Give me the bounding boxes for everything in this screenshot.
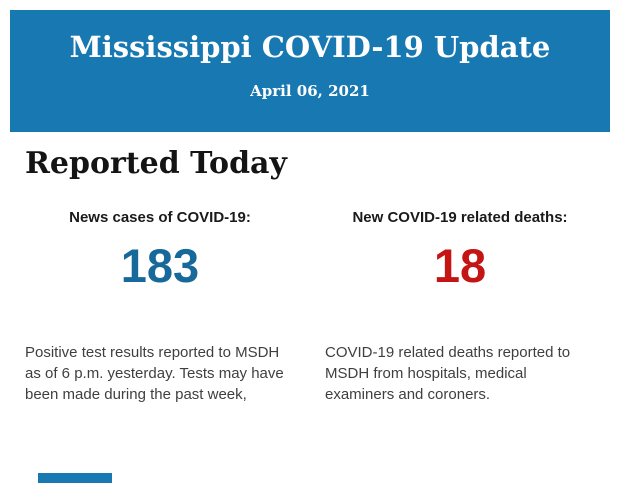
section-title: Reported Today [25,146,287,181]
new-cases-description: Positive test results reported to MSDH a… [25,344,284,403]
next-section-banner-cutoff [38,473,112,483]
new-cases-column: News cases of COVID-19: 183 Positive tes… [25,209,295,405]
new-cases-label: News cases of COVID-19: [69,209,251,226]
new-deaths-value: 18 [433,239,487,292]
new-deaths-column: New COVID-19 related deaths: 18 COVID-19… [325,209,595,405]
header-banner: Mississippi COVID-19 Update April 06, 20… [10,10,610,132]
page-title: Mississippi COVID-19 Update [69,30,551,64]
new-deaths-label: New COVID-19 related deaths: [352,209,568,226]
report-date: April 06, 2021 [250,82,370,100]
stats-columns: News cases of COVID-19: 183 Positive tes… [25,209,595,405]
new-deaths-description: COVID-19 related deaths reported to MSDH… [325,344,571,403]
new-cases-value: 183 [120,239,200,292]
main-content: Reported Today News cases of COVID-19: 1… [25,132,595,405]
